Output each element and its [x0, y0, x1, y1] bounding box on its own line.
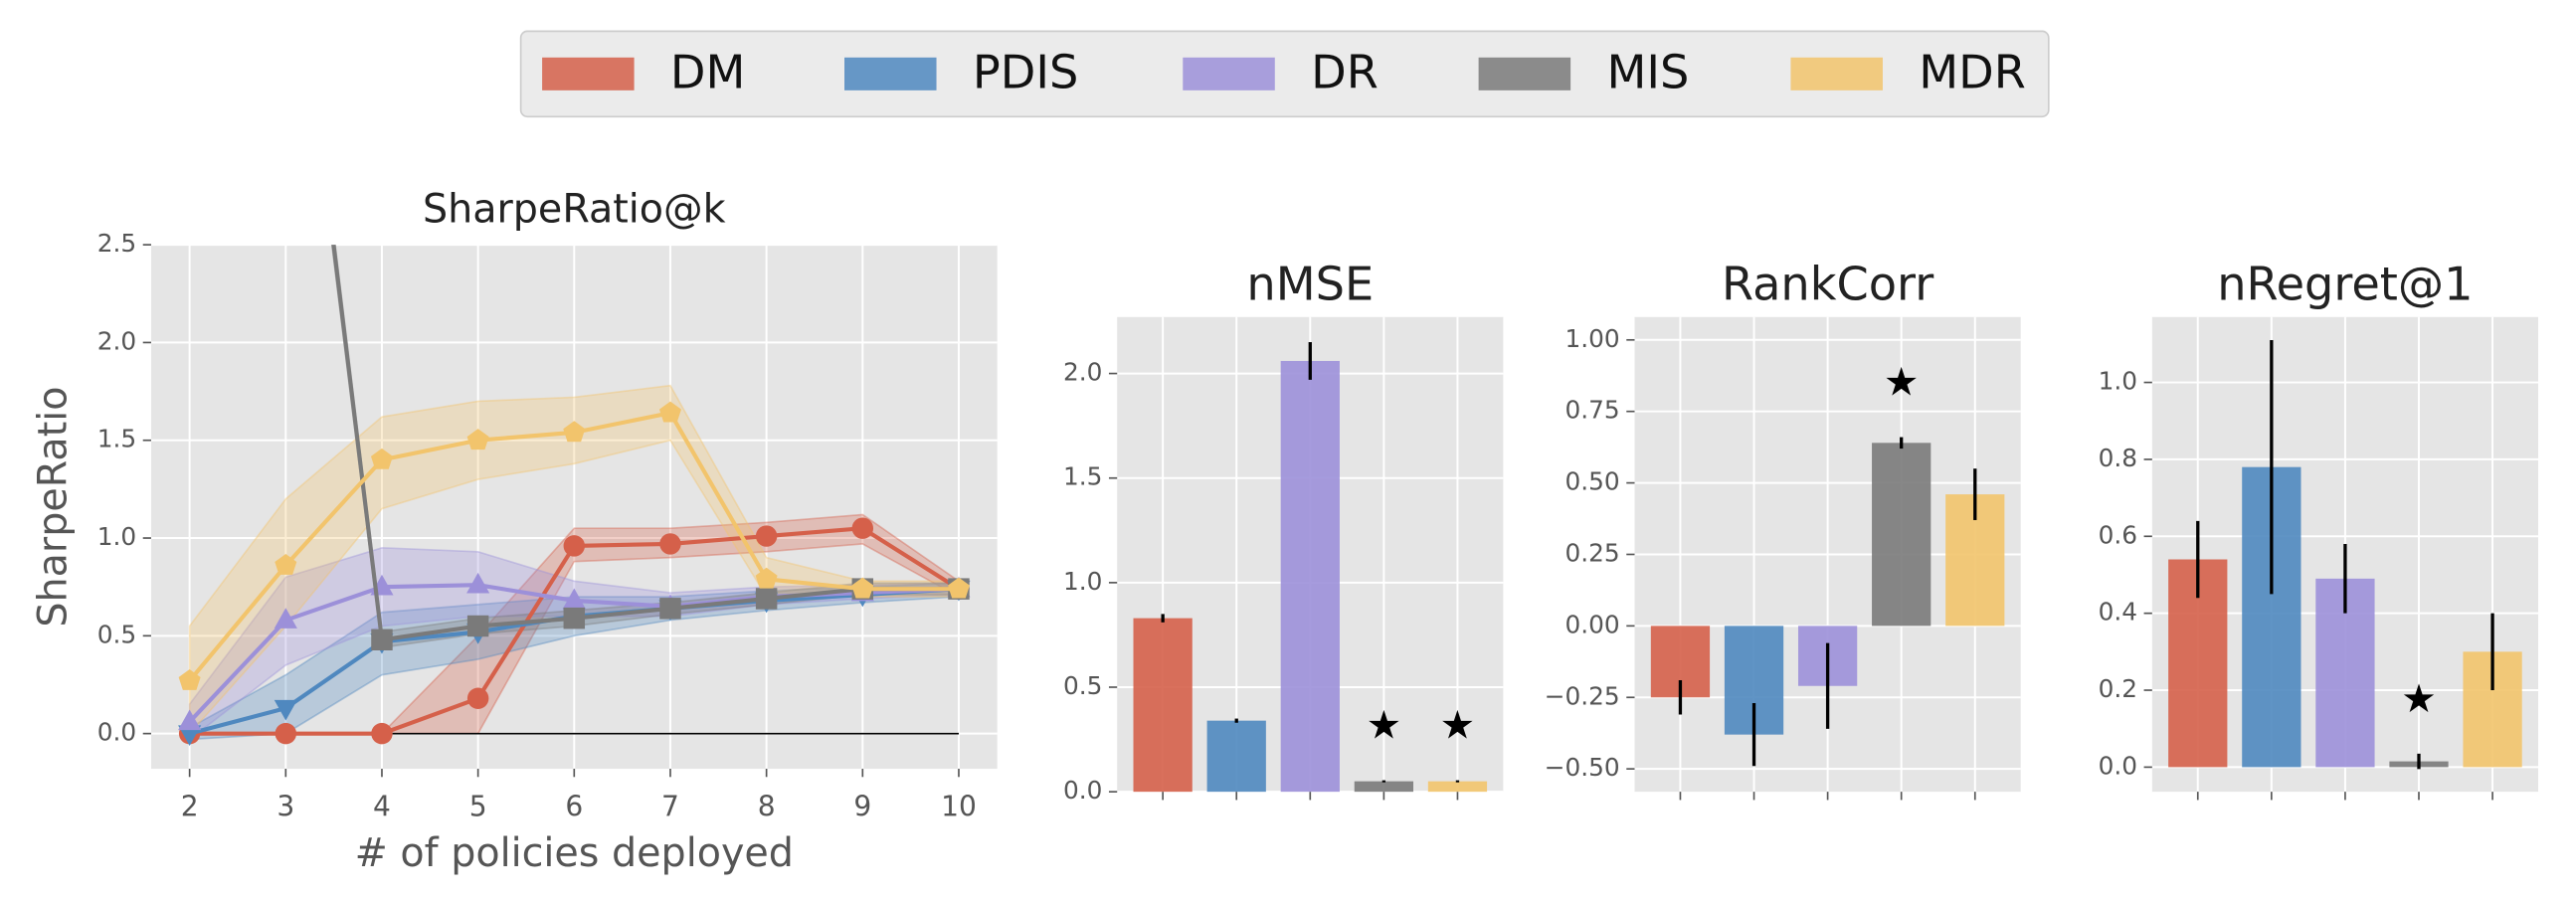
marker [178, 725, 202, 747]
marker [562, 588, 586, 610]
y-tick-label: 1.00 [1565, 324, 1620, 353]
x-tick-label: 2 [181, 791, 199, 823]
bar [1280, 360, 1340, 793]
y-tick-label: 2.0 [97, 326, 136, 355]
legend: DM PDIS DR MIS MDR [542, 45, 2026, 98]
marker [178, 709, 202, 731]
marker [274, 699, 297, 721]
best-marker: ★ [2401, 676, 2437, 722]
legend-swatch [844, 57, 937, 90]
marker [466, 429, 489, 450]
y-tick-label: 0.5 [1063, 671, 1102, 700]
x-tick-label: 10 [941, 791, 977, 823]
x-tick-label: 7 [661, 791, 679, 823]
y-axis-label: SharpeRatio [31, 387, 77, 628]
y-tick-label: 0.50 [1565, 467, 1620, 496]
marker [658, 401, 681, 423]
y-tick-label: 0.6 [2099, 520, 2137, 549]
y-tick-label: 0.4 [2099, 598, 2137, 627]
y-tick-label: 1.0 [2099, 367, 2137, 396]
y-tick-label: 0.0 [1063, 776, 1102, 805]
marker [466, 615, 489, 637]
bar [1354, 781, 1414, 793]
marker [755, 567, 778, 589]
bar [1872, 443, 1932, 627]
y-tick-label: 0.75 [1565, 396, 1620, 425]
legend-swatch [1790, 57, 1883, 90]
marker [563, 421, 586, 443]
best-marker: ★ [1367, 703, 1402, 749]
marker [371, 722, 393, 745]
y-tick-label: 1.0 [1063, 567, 1102, 596]
legend-swatch [1478, 57, 1571, 90]
legend-swatch [542, 57, 635, 90]
bar [1206, 720, 1266, 793]
x-tick-label: 3 [276, 791, 294, 823]
marker [275, 722, 297, 745]
marker [947, 577, 970, 599]
y-tick-label: 1.0 [97, 522, 136, 551]
marker [274, 608, 297, 629]
chart-title: RankCorr [1722, 258, 1934, 311]
legend-label: DM [670, 45, 746, 98]
marker [851, 517, 874, 539]
marker [466, 572, 490, 594]
marker [371, 629, 393, 651]
y-tick-label: 1.5 [1063, 462, 1102, 491]
x-tick-label: 5 [469, 791, 487, 823]
chart-title: SharpeRatio@k [423, 187, 726, 233]
legend-box [519, 30, 2050, 118]
x-tick-label: 9 [853, 791, 871, 823]
y-tick-label: 2.0 [1063, 358, 1102, 387]
y-tick-label: 2.5 [97, 229, 136, 258]
marker [178, 668, 201, 690]
chart-title: nMSE [1246, 258, 1374, 311]
legend-label: DR [1311, 45, 1379, 98]
marker [851, 577, 874, 599]
y-tick-label: 0.5 [97, 620, 136, 648]
marker [755, 588, 778, 610]
x-tick-label: 6 [565, 791, 583, 823]
y-tick-label: 0.25 [1565, 538, 1620, 567]
marker [659, 533, 681, 555]
y-tick-label: 1.5 [97, 425, 136, 453]
legend-label: PDIS [973, 45, 1078, 98]
y-tick-label: −0.25 [1545, 681, 1620, 710]
marker [370, 448, 393, 469]
best-marker: ★ [1440, 703, 1476, 749]
y-tick-label: 0.8 [2099, 444, 2137, 472]
marker [755, 525, 778, 547]
marker [466, 687, 489, 709]
bar [1427, 781, 1488, 793]
legend-swatch [1183, 57, 1275, 90]
legend-label: MDR [1919, 45, 2026, 98]
y-tick-label: −0.50 [1545, 753, 1620, 782]
x-tick-label: 4 [373, 791, 391, 823]
y-tick-label: 0.0 [2099, 751, 2137, 780]
best-marker: ★ [1884, 360, 1920, 406]
bar [1133, 618, 1193, 793]
marker [275, 553, 297, 575]
y-tick-label: 0.2 [2099, 674, 2137, 703]
marker [563, 607, 586, 630]
marker [563, 535, 586, 557]
marker [659, 598, 681, 620]
legend-label: MIS [1606, 45, 1689, 98]
x-tick-label: 8 [758, 791, 776, 823]
x-axis-label: # of policies deployed [355, 830, 794, 876]
y-tick-label: 0.00 [1565, 610, 1620, 638]
y-tick-label: 0.0 [97, 718, 136, 747]
plot-layer [178, 245, 971, 747]
chart-title: nRegret@1 [2217, 258, 2473, 311]
